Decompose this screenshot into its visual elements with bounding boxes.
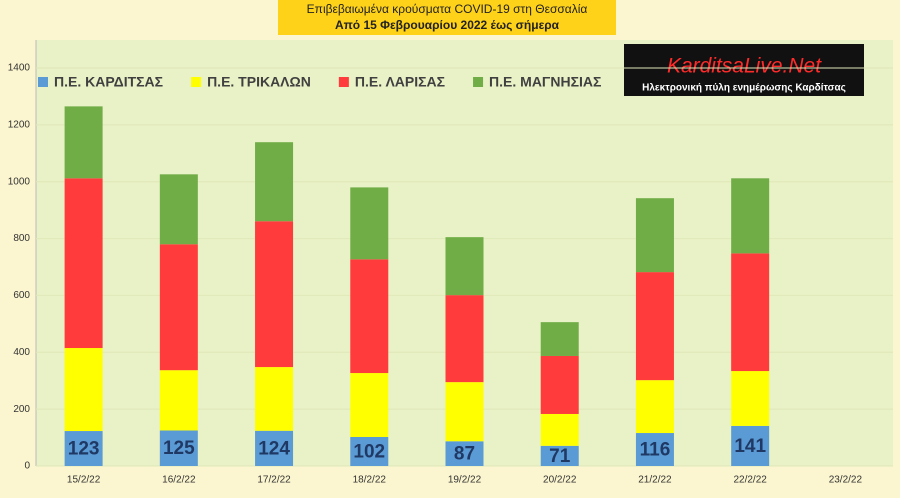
bar-segment — [159, 370, 198, 431]
bar-segment — [731, 253, 770, 372]
bar-segment — [64, 431, 103, 466]
bar-segment — [731, 178, 770, 254]
data-label: 102 — [353, 442, 385, 463]
bar-segment — [64, 178, 103, 349]
y-tick-label: 1000 — [8, 176, 31, 187]
y-tick-label: 1400 — [8, 63, 31, 74]
legend-label: Π.Ε. ΛΑΡΙΣΑΣ — [355, 74, 445, 90]
data-label: 123 — [68, 439, 100, 460]
legend-swatch — [191, 77, 202, 87]
logo-box — [624, 44, 864, 96]
bar-segment — [350, 187, 389, 260]
data-label: 124 — [258, 438, 290, 459]
x-tick-label: 22/2/22 — [733, 475, 767, 486]
legend-label: Π.Ε. ΜΑΓΝΗΣΙΑΣ — [489, 74, 601, 90]
bar-segment — [635, 380, 674, 434]
bar-segment — [64, 106, 103, 179]
y-tick-label: 600 — [13, 290, 30, 301]
bar-segment — [635, 272, 674, 381]
logo-name: KarditsaLive.Net — [667, 55, 822, 78]
title-box — [278, 0, 616, 35]
bar-segment — [64, 348, 103, 432]
bar-segment — [445, 441, 484, 466]
bar-segment — [540, 413, 579, 446]
bar-segment — [255, 430, 294, 466]
bar-segment — [350, 259, 389, 374]
x-tick-label: 18/2/22 — [353, 475, 387, 486]
bar-segment — [445, 237, 484, 296]
logo-tagline: Ηλεκτρονική πύλη ενημέρωσης Καρδίτσας — [642, 83, 846, 94]
legend-label: Π.Ε. ΚΑΡΔΙΤΣΑΣ — [54, 74, 163, 90]
bar-segment — [159, 430, 198, 466]
y-tick-label: 400 — [13, 347, 30, 358]
bar-segment — [445, 295, 484, 383]
legend-swatch — [338, 77, 349, 87]
y-tick-label: 800 — [13, 233, 30, 244]
data-label: 71 — [549, 446, 571, 467]
x-tick-label: 21/2/22 — [638, 475, 672, 486]
chart-title: Επιβεβαιωμένα κρούσματα COVID-19 στη Θεσ… — [307, 2, 588, 16]
y-tick-label: 1200 — [8, 119, 31, 130]
legend-swatch — [473, 77, 484, 87]
bar-segment — [255, 221, 294, 368]
data-label: 141 — [734, 436, 766, 457]
x-tick-label: 23/2/22 — [829, 475, 863, 486]
data-label: 87 — [454, 444, 475, 465]
bar-segment — [540, 445, 579, 466]
bar-segment — [540, 355, 579, 414]
bar-segment — [731, 425, 770, 466]
bar-segment — [159, 174, 198, 245]
bar-segment — [540, 322, 579, 356]
x-tick-label: 20/2/22 — [543, 475, 577, 486]
x-tick-label: 15/2/22 — [67, 475, 101, 486]
bar-segment — [255, 142, 294, 222]
bar-segment — [445, 382, 484, 442]
bar-segment — [159, 244, 198, 371]
x-tick-label: 16/2/22 — [162, 475, 196, 486]
y-tick-label: 200 — [13, 404, 30, 415]
bar-segment — [350, 437, 389, 466]
bar-segment — [255, 367, 294, 431]
chart-subtitle: Από 15 Φεβρουαρίου 2022 έως σήμερα — [335, 18, 560, 32]
legend-swatch — [38, 77, 48, 87]
bar-segment — [731, 371, 770, 426]
bar-segment — [635, 198, 674, 273]
x-tick-label: 19/2/22 — [448, 475, 482, 486]
data-label: 116 — [640, 440, 671, 461]
data-label: 125 — [163, 438, 195, 459]
legend-label: Π.Ε. ΤΡΙΚΑΛΩΝ — [207, 74, 311, 90]
bar-segment — [350, 373, 389, 438]
bar-segment — [635, 433, 674, 466]
y-tick-label: 0 — [24, 461, 30, 472]
x-tick-label: 17/2/22 — [257, 475, 291, 486]
